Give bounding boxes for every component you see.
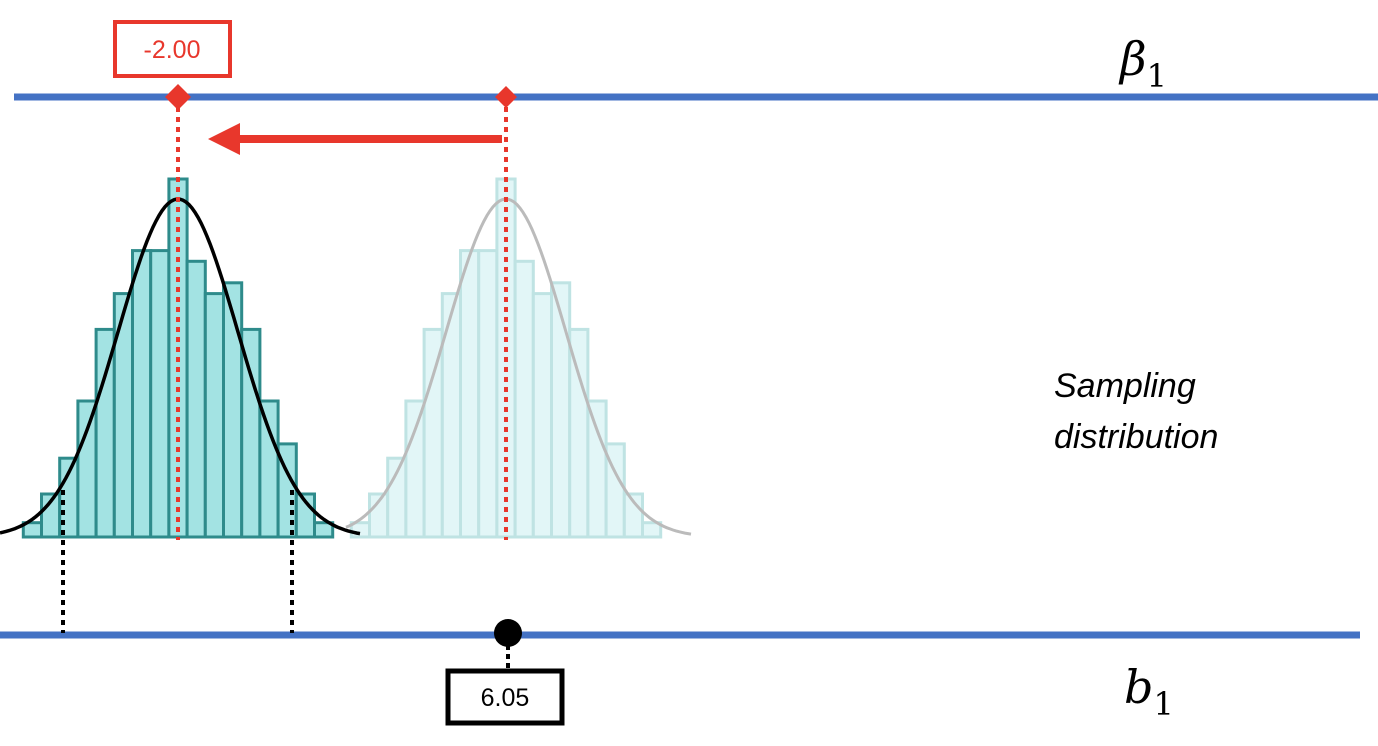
- sample-estimate-dot: [494, 619, 522, 647]
- histogram-bin: [185, 259, 207, 539]
- sample-estimate-box: [445, 668, 565, 726]
- histogram-bin: [149, 249, 171, 539]
- histogram-bin: [641, 521, 663, 539]
- caption-line-2: distribution: [1054, 418, 1218, 456]
- sampling-distribution-caption: Sampling distribution: [1054, 367, 1218, 456]
- beta-subscript: 1: [1147, 57, 1167, 95]
- histogram-bin: [94, 327, 116, 539]
- histogram-bin: [477, 249, 499, 539]
- histogram-bin: [203, 292, 226, 539]
- histogram-bin: [76, 399, 98, 539]
- hypothesized-value-box: [113, 20, 232, 78]
- b-subscript: 1: [1153, 685, 1173, 723]
- hypothesized-diamond-marker: [165, 84, 191, 110]
- histogram-bin: [568, 327, 590, 539]
- shift-arrow-head: [208, 123, 240, 155]
- histogram-bin: [404, 399, 426, 539]
- beta-axis-label: β1: [1118, 32, 1167, 95]
- histogram-bin: [131, 249, 153, 539]
- b-axis-label: b1: [1124, 660, 1174, 723]
- histogram-bin: [422, 327, 444, 539]
- original-distribution-curve: [345, 197, 692, 536]
- histogram-bin: [313, 521, 335, 539]
- histogram-bin: [550, 281, 572, 539]
- b-symbol: b: [1124, 660, 1153, 714]
- estimate-diamond-marker: [495, 86, 517, 108]
- caption-line-1: Sampling: [1054, 367, 1196, 405]
- histogram-bin: [586, 399, 608, 539]
- beta-symbol: β: [1118, 32, 1147, 86]
- histogram-bin: [513, 259, 535, 539]
- histogram-bin: [531, 292, 553, 539]
- histogram-bin: [222, 281, 244, 539]
- histogram-bin: [459, 249, 481, 539]
- sample-estimate-label: 6.05: [481, 684, 530, 712]
- histogram-bin: [258, 399, 280, 539]
- histogram-bin: [240, 327, 262, 539]
- hypothesized-value-label: -2.00: [144, 36, 201, 64]
- sampling-distribution-histogram: [21, 177, 335, 539]
